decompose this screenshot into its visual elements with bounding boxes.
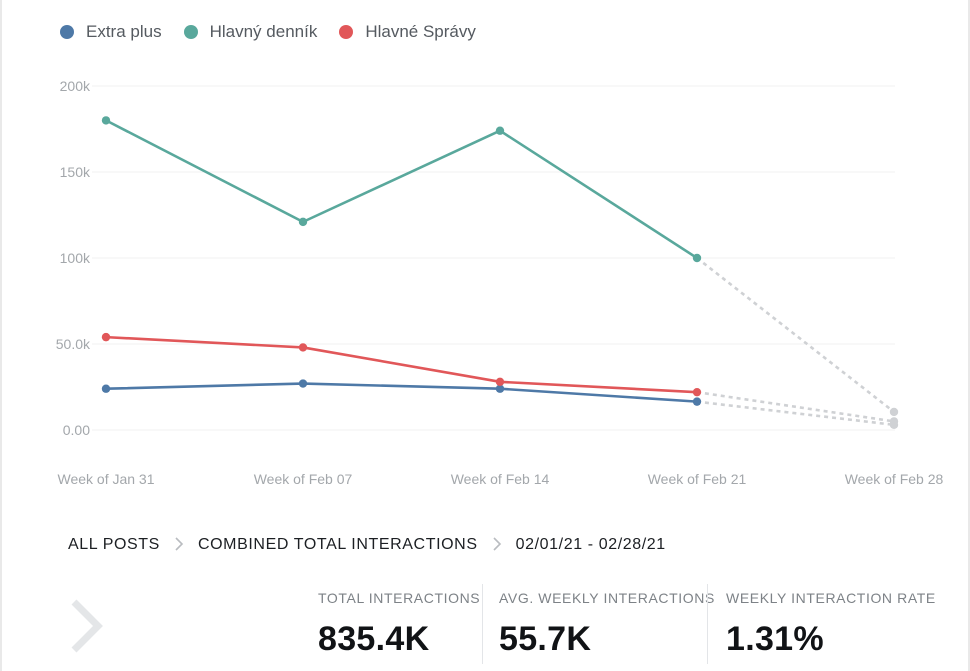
chart-legend: Extra plus Hlavný denník Hlavné Správy bbox=[60, 22, 476, 42]
stat-label: TOTAL INTERACTIONS bbox=[318, 590, 481, 606]
projection-line bbox=[696, 390, 895, 423]
legend-swatch bbox=[183, 25, 198, 39]
data-point[interactable] bbox=[298, 379, 308, 388]
projection-lines bbox=[696, 256, 895, 427]
legend-label: Extra plus bbox=[86, 22, 162, 41]
data-point[interactable] bbox=[692, 387, 702, 397]
stat-total-interactions: TOTAL INTERACTIONS 835.4K bbox=[302, 584, 482, 664]
chevron-right-icon bbox=[492, 536, 502, 554]
y-axis: 0.00 50.0k 100k 150k 200k bbox=[56, 78, 91, 438]
stat-weekly-interaction-rate: WEEKLY INTERACTION RATE 1.31% bbox=[707, 584, 937, 664]
x-tick-label: Week of Feb 21 bbox=[648, 471, 747, 487]
stat-label: WEEKLY INTERACTION RATE bbox=[726, 590, 936, 606]
stat-avg-weekly-interactions: AVG. WEEKLY INTERACTIONS 55.7K bbox=[482, 584, 715, 664]
x-tick-label: Week of Feb 14 bbox=[451, 471, 550, 487]
breadcrumb-combined-total-interactions[interactable]: COMBINED TOTAL INTERACTIONS bbox=[197, 536, 478, 553]
chevron-left-icon[interactable] bbox=[64, 598, 108, 654]
data-point[interactable] bbox=[692, 397, 702, 406]
data-point[interactable] bbox=[101, 116, 111, 125]
breadcrumb: ALL POSTS COMBINED TOTAL INTERACTIONS 02… bbox=[68, 536, 666, 554]
data-point[interactable] bbox=[101, 384, 111, 393]
stats-summary: TOTAL INTERACTIONS 835.4K AVG. WEEKLY IN… bbox=[302, 584, 937, 664]
series-line bbox=[105, 335, 698, 394]
data-point[interactable] bbox=[298, 217, 308, 227]
data-point[interactable] bbox=[495, 384, 505, 393]
legend-item[interactable]: Hlavný denník bbox=[183, 22, 318, 42]
data-point[interactable] bbox=[495, 377, 505, 387]
chevron-right-icon bbox=[174, 536, 184, 554]
y-tick-label: 200k bbox=[60, 78, 91, 94]
legend-swatch bbox=[339, 25, 354, 39]
stat-value: 835.4K bbox=[318, 620, 430, 658]
projected-point[interactable] bbox=[889, 407, 899, 417]
x-tick-label: Week of Feb 07 bbox=[254, 471, 353, 487]
y-tick-label: 150k bbox=[60, 164, 91, 180]
y-tick-label: 0.00 bbox=[63, 422, 90, 438]
legend-item[interactable]: Extra plus bbox=[60, 22, 162, 42]
y-tick-label: 50.0k bbox=[56, 336, 91, 352]
stat-value: 55.7K bbox=[499, 620, 592, 658]
breadcrumb-all-posts[interactable]: ALL POSTS bbox=[68, 536, 160, 553]
x-axis: Week of Jan 31 Week of Feb 07 Week of Feb … bbox=[57, 471, 943, 487]
legend-label: Hlavný denník bbox=[209, 22, 318, 41]
projection-line bbox=[696, 256, 895, 413]
series-lines bbox=[101, 116, 899, 430]
data-point[interactable] bbox=[495, 126, 505, 135]
chart-grid bbox=[92, 85, 895, 431]
projection-line bbox=[696, 400, 895, 427]
series-line bbox=[105, 382, 698, 403]
data-point[interactable] bbox=[692, 253, 702, 263]
legend-item[interactable]: Hlavné Správy bbox=[339, 22, 476, 42]
y-tick-label: 100k bbox=[60, 250, 91, 266]
data-point[interactable] bbox=[298, 343, 308, 352]
legend-swatch bbox=[60, 25, 74, 39]
legend-label: Hlavné Správy bbox=[365, 22, 476, 41]
projected-point[interactable] bbox=[889, 417, 899, 426]
x-tick-label: Week of Feb 28 bbox=[845, 471, 944, 487]
date-range: 02/01/21 - 02/28/21 bbox=[515, 536, 666, 553]
stat-value: 1.31% bbox=[726, 620, 824, 658]
stat-label: AVG. WEEKLY INTERACTIONS bbox=[499, 590, 715, 606]
series-line bbox=[105, 119, 698, 260]
data-point[interactable] bbox=[101, 332, 111, 342]
x-tick-label: Week of Jan 31 bbox=[57, 471, 154, 487]
